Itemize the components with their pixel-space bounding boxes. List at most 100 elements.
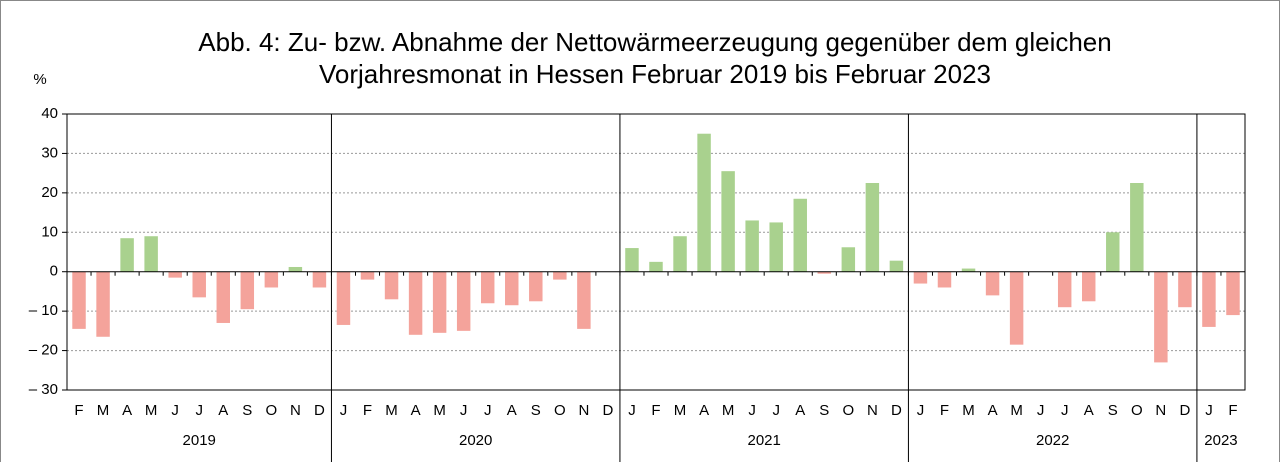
bar [625, 248, 639, 272]
x-tick-label: N [578, 402, 589, 419]
y-tick-label: – 30 [29, 381, 58, 398]
bar [1202, 271, 1216, 327]
bar [312, 271, 327, 288]
x-tick-label: D [602, 402, 613, 419]
x-tick-label: M [722, 402, 735, 419]
x-tick-label: S [819, 402, 829, 419]
bar [1178, 271, 1192, 308]
x-tick-label: M [674, 402, 687, 419]
bar [865, 183, 880, 272]
bar [168, 271, 182, 278]
bar [889, 260, 904, 272]
x-tick-label: J [484, 402, 492, 419]
x-tick-label: F [1228, 402, 1237, 419]
plot-frame [66, 113, 1246, 391]
bar [288, 266, 303, 272]
x-tick-label: N [1155, 402, 1166, 419]
bar [96, 271, 110, 337]
x-tick-label: A [988, 402, 998, 419]
x-tick-label: A [122, 402, 132, 419]
x-tick-label: O [266, 402, 278, 419]
x-tick-label: D [891, 402, 902, 419]
x-tick-label: O [1131, 402, 1143, 419]
bar [384, 271, 399, 300]
x-tick-label: F [940, 402, 949, 419]
x-tick-label: A [795, 402, 805, 419]
x-tick-label: M [433, 402, 446, 419]
x-tick-label: A [411, 402, 421, 419]
bar [216, 271, 230, 323]
x-tick-label: J [1037, 402, 1045, 419]
x-tick-label: O [842, 402, 854, 419]
y-tick-label: 0 [50, 263, 58, 280]
x-tick-label: J [340, 402, 348, 419]
bar [553, 271, 567, 280]
x-tick-label: J [748, 402, 756, 419]
x-tick-label: S [242, 402, 252, 419]
bar [1057, 271, 1072, 308]
bar [793, 198, 807, 272]
x-tick-label: F [74, 402, 83, 419]
bar [529, 271, 543, 302]
bar [1009, 271, 1024, 345]
x-tick-label: J [917, 402, 925, 419]
y-unit: % [33, 71, 46, 88]
y-tick-label: – 20 [29, 342, 58, 359]
bar [192, 271, 206, 298]
x-tick-label: J [171, 402, 179, 419]
bar [505, 271, 519, 306]
x-tick-label: N [290, 402, 301, 419]
x-tick-label: J [460, 402, 468, 419]
chart-title: Abb. 4: Zu- bzw. Abnahme der Nettowärmee… [198, 27, 1111, 57]
bar [1154, 271, 1168, 363]
bar [721, 171, 735, 272]
bar [697, 133, 711, 272]
x-tick-label: M [145, 402, 158, 419]
x-tick-label: J [772, 402, 780, 419]
bar [841, 247, 856, 272]
x-tick-label: J [1061, 402, 1069, 419]
bar [264, 271, 279, 288]
group-label: 2019 [183, 432, 216, 449]
x-tick-label: O [554, 402, 566, 419]
bar [432, 271, 447, 333]
group-label: 2021 [747, 432, 780, 449]
bar [649, 261, 663, 272]
y-tick-label: 30 [41, 144, 58, 161]
bar [120, 238, 134, 272]
bar [769, 222, 783, 272]
x-tick-label: J [195, 402, 203, 419]
x-tick-label: M [97, 402, 110, 419]
y-tick-label: 40 [41, 105, 58, 122]
x-tick-label: M [1010, 402, 1023, 419]
chart-title: Vorjahresmonat in Hessen Februar 2019 bi… [319, 59, 991, 89]
y-tick-label: – 10 [29, 302, 58, 319]
x-tick-label: F [651, 402, 660, 419]
bar [961, 268, 976, 272]
bar [336, 271, 351, 325]
bar [144, 236, 158, 272]
x-tick-label: D [1179, 402, 1190, 419]
group-label: 2023 [1204, 432, 1237, 449]
group-label: 2020 [459, 432, 492, 449]
bar [817, 271, 832, 274]
bar [456, 271, 471, 331]
bar [985, 271, 1000, 296]
x-tick-label: J [628, 402, 636, 419]
x-tick-label: F [363, 402, 372, 419]
bar [577, 271, 591, 329]
y-tick-label: 10 [41, 223, 58, 240]
bar [480, 271, 495, 304]
x-tick-label: J [1205, 402, 1213, 419]
x-tick-label: A [507, 402, 517, 419]
x-tick-label: A [218, 402, 228, 419]
x-tick-label: M [385, 402, 398, 419]
x-tick-label: A [699, 402, 709, 419]
bar [1106, 232, 1120, 272]
x-tick-label: A [1084, 402, 1094, 419]
x-tick-label: N [867, 402, 878, 419]
bar [72, 271, 86, 329]
bar [745, 220, 759, 272]
